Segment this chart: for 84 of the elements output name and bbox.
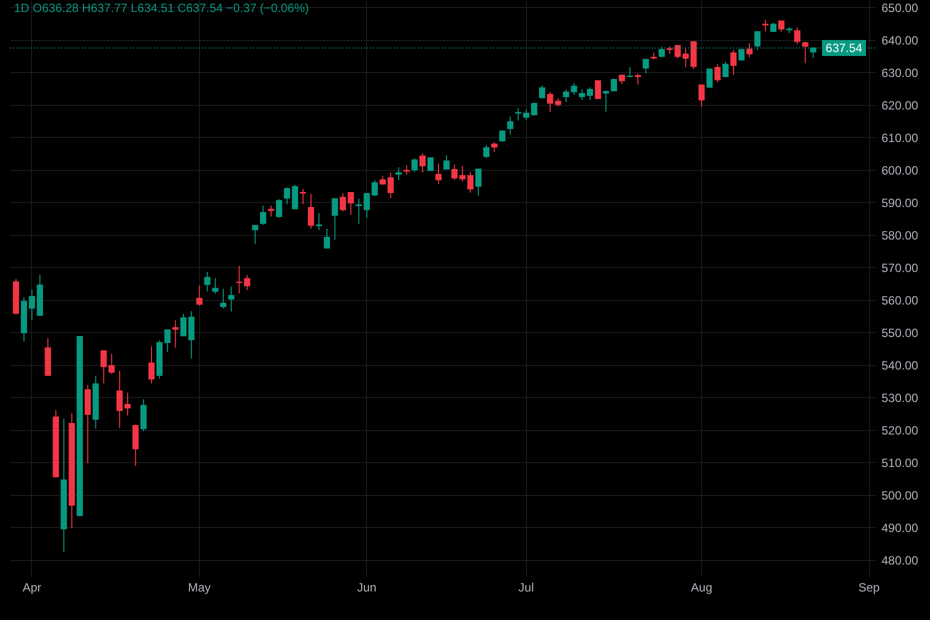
candlestick xyxy=(435,162,442,185)
candlestick xyxy=(196,285,202,306)
candlestick xyxy=(714,64,721,83)
candlestick xyxy=(396,166,402,180)
candlestick xyxy=(300,188,306,205)
y-tick-label: 640.00 xyxy=(882,33,919,48)
y-tick-label: 570.00 xyxy=(882,260,919,275)
candlestick xyxy=(404,164,410,176)
y-tick-label: 520.00 xyxy=(882,423,919,438)
candlestick xyxy=(602,90,610,112)
candlestick xyxy=(204,271,210,292)
candlestick xyxy=(140,398,147,432)
y-tick-label: 600.00 xyxy=(882,163,919,178)
candlestick xyxy=(475,168,482,196)
candlestick xyxy=(507,116,514,135)
candlestick xyxy=(324,228,330,250)
candlestick xyxy=(28,289,36,320)
x-tick-label: Jul xyxy=(518,580,534,594)
y-tick-label: 610.00 xyxy=(882,130,919,145)
candlestick xyxy=(722,61,729,78)
ref-line-label: 637.54 xyxy=(826,40,863,55)
candlestick xyxy=(762,19,768,32)
candlestick xyxy=(124,392,131,416)
candlestick xyxy=(132,424,139,466)
y-tick-label: 540.00 xyxy=(882,358,919,372)
candlestick xyxy=(499,129,506,142)
candlestick xyxy=(172,320,179,348)
candlestick xyxy=(411,158,418,172)
y-tick-label: 510.00 xyxy=(882,456,919,470)
y-tick-label: 620.00 xyxy=(882,98,919,112)
y-tick-label: 560.00 xyxy=(882,293,919,308)
candlestick xyxy=(427,157,434,172)
candlestick xyxy=(164,328,171,352)
candlestick xyxy=(746,42,753,58)
candlestick xyxy=(562,88,570,103)
candlestick xyxy=(116,370,123,428)
candlestick xyxy=(260,205,266,226)
candlestick xyxy=(730,50,737,76)
candlestick xyxy=(539,84,546,99)
candlestick xyxy=(252,224,258,244)
candlestick xyxy=(148,346,155,384)
candlestick xyxy=(276,198,282,218)
x-tick-label: Sep xyxy=(858,580,880,594)
x-tick-label: Jun xyxy=(357,580,376,594)
candlestick xyxy=(626,66,633,78)
candlestick xyxy=(642,58,649,74)
candlestick xyxy=(610,78,618,92)
candlestick xyxy=(212,278,218,294)
candlestick xyxy=(332,198,338,240)
y-tick-label: 590.00 xyxy=(882,196,919,210)
candlestick xyxy=(443,154,450,170)
y-tick-label: 630.00 xyxy=(882,66,919,80)
candlestick xyxy=(483,144,490,159)
candlestick xyxy=(459,166,466,182)
candlestick xyxy=(634,72,641,85)
candlestick xyxy=(220,288,226,310)
candlestick xyxy=(451,164,458,180)
candlestick xyxy=(292,184,298,210)
x-tick-label: May xyxy=(188,580,211,594)
y-tick-label: 500.00 xyxy=(882,488,919,502)
x-tick-label: Apr xyxy=(22,580,42,594)
candlestick xyxy=(467,171,474,194)
candlestick xyxy=(419,152,426,174)
y-tick-label: 480.00 xyxy=(882,553,919,568)
candlestick xyxy=(316,212,322,231)
candlestick xyxy=(308,193,314,230)
annotation: 1D O636.28 H637.77 L634.51 C637.54 −0.37 (−0.06%) xyxy=(14,1,309,15)
candlestick xyxy=(491,142,498,153)
candlestick xyxy=(586,86,594,101)
candlestick xyxy=(284,186,290,205)
candlestick xyxy=(698,84,705,108)
y-tick-label: 490.00 xyxy=(882,520,919,535)
y-tick-label: 550.00 xyxy=(882,326,919,340)
candlestick xyxy=(570,82,578,96)
x-tick-label: Aug xyxy=(690,580,712,594)
y-tick-label: 580.00 xyxy=(882,228,919,242)
candlestick xyxy=(228,286,234,312)
candlestick xyxy=(794,26,800,45)
candlestick xyxy=(802,41,808,64)
candlestick xyxy=(706,68,713,88)
candlestick xyxy=(578,88,586,101)
y-tick-label: 530.00 xyxy=(882,390,919,405)
candlestick xyxy=(268,205,274,218)
y-tick-label: 650.00 xyxy=(882,0,919,15)
